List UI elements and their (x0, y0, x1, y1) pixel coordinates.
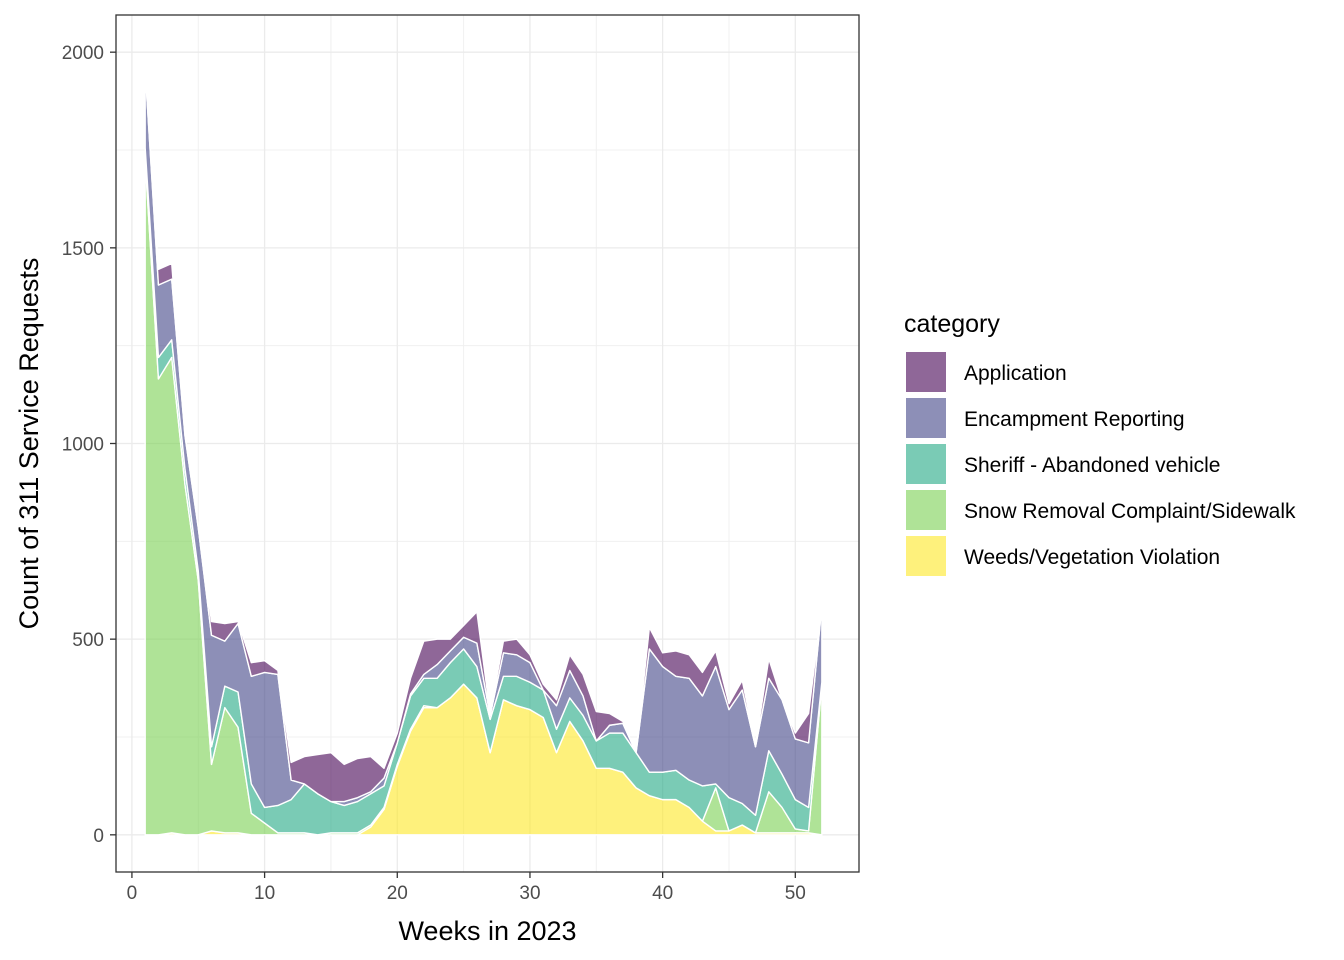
legend-label-application: Application (964, 362, 1067, 385)
y-axis-title: Count of 311 Service Requests (14, 258, 44, 630)
x-tick-label: 40 (652, 883, 673, 904)
legend-key-snow-removal-complaint-sidewalk (906, 490, 946, 530)
x-tick-label: 10 (254, 883, 275, 904)
legend-label-snow-removal-complaint-sidewalk: Snow Removal Complaint/Sidewalk (964, 500, 1296, 523)
legend-label-sheriff-abandoned-vehicle: Sheriff - Abandoned vehicle (964, 454, 1220, 477)
legend-label-weeds-vegetation-violation: Weeds/Vegetation Violation (964, 546, 1220, 569)
legend-key-application (906, 352, 946, 392)
legend: category Application Encampment Reporting… (904, 310, 1296, 576)
y-axis: 0 500 1000 1500 2000 (62, 43, 116, 847)
area-layers (144, 69, 823, 836)
area-application (144, 69, 823, 803)
x-axis-title: Weeks in 2023 (398, 916, 576, 946)
legend-title: category (904, 310, 1000, 338)
x-tick-label: 50 (785, 883, 806, 904)
y-tick-label: 2000 (62, 43, 104, 64)
legend-label-encampment-reporting: Encampment Reporting (964, 408, 1185, 431)
y-tick-label: 1500 (62, 239, 104, 260)
legend-key-sheriff-abandoned-vehicle (906, 444, 946, 484)
y-tick-label: 0 (93, 826, 104, 847)
legend-key-encampment-reporting (906, 398, 946, 438)
x-tick-label: 0 (127, 883, 138, 904)
y-tick-label: 500 (72, 630, 104, 651)
x-tick-label: 20 (387, 883, 408, 904)
legend-key-weeds-vegetation-violation (906, 536, 946, 576)
x-axis: 0 10 20 30 40 50 (127, 872, 806, 904)
x-tick-label: 30 (519, 883, 540, 904)
y-tick-label: 1000 (62, 435, 104, 456)
